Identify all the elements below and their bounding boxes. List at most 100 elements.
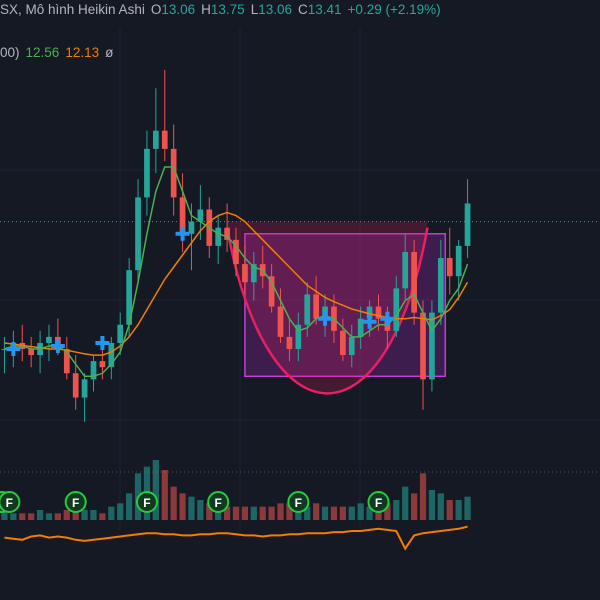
volume-bar xyxy=(10,513,17,520)
volume-bar xyxy=(1,510,8,520)
volume-bar xyxy=(464,496,471,520)
volume-bar xyxy=(206,503,213,520)
close-value: 13.41 xyxy=(307,2,342,17)
signal-marker xyxy=(362,314,377,329)
volume-bar xyxy=(295,506,302,520)
volume-bar xyxy=(241,506,249,520)
signal-marker xyxy=(95,335,110,350)
volume-bar xyxy=(250,506,257,520)
candle-body xyxy=(464,203,471,246)
candle-body xyxy=(215,227,222,246)
volume-bar xyxy=(366,506,373,520)
volume-bar xyxy=(126,493,133,520)
candle-body xyxy=(313,294,320,319)
high-label: H xyxy=(201,2,211,17)
candle-body xyxy=(366,306,373,319)
candle-body xyxy=(108,342,115,368)
candle-body xyxy=(402,251,409,289)
candle-body xyxy=(295,324,302,350)
event-marker xyxy=(135,491,158,513)
volume-bar xyxy=(348,506,355,520)
low-label: L xyxy=(250,2,259,17)
volume-bar xyxy=(54,513,62,520)
volume-bar xyxy=(393,500,400,520)
candle-body xyxy=(304,294,311,325)
low-value: 13.06 xyxy=(258,2,292,17)
volume-bar xyxy=(45,513,53,520)
volume-bar xyxy=(437,493,444,520)
volume-bar xyxy=(402,486,409,520)
ma-fast-value: 12.56 xyxy=(25,45,60,60)
volume-bar xyxy=(446,500,453,520)
volume-bar xyxy=(90,510,97,520)
volume-bar xyxy=(232,506,240,520)
candle-body xyxy=(99,361,106,368)
candle-body xyxy=(90,361,97,380)
candle-body xyxy=(135,197,141,271)
candle-body xyxy=(277,306,284,337)
candle-body xyxy=(1,349,8,351)
event-marker xyxy=(367,491,390,513)
volume-bar xyxy=(63,510,70,520)
ma-fast-line xyxy=(4,166,469,378)
event-marker xyxy=(64,491,87,513)
candle-body xyxy=(455,245,462,277)
cup-curve xyxy=(225,227,429,395)
volume-bar xyxy=(81,510,88,520)
event-marker xyxy=(0,491,21,513)
candle-body xyxy=(179,197,186,234)
oscillator-line xyxy=(4,525,468,551)
volume-bar xyxy=(36,510,44,520)
candle-body xyxy=(375,306,382,319)
volume-bar xyxy=(313,503,320,520)
volume-bar xyxy=(152,460,159,520)
volume-bar xyxy=(384,503,391,520)
candle-body xyxy=(233,239,239,265)
candle-body xyxy=(170,148,177,198)
close-label: C xyxy=(298,2,308,17)
volume-bar xyxy=(419,473,427,520)
volume-bar xyxy=(428,490,436,520)
ma-params: 00) xyxy=(0,45,20,60)
volume-bar xyxy=(321,506,329,520)
open-value: 13.06 xyxy=(161,2,196,17)
signal-marker xyxy=(175,226,190,241)
candle-body xyxy=(286,336,293,350)
symbol-title: SX, Mô hình Heikin Ashi xyxy=(0,2,145,17)
event-marker-label: F xyxy=(143,496,150,510)
volume-bar xyxy=(170,486,177,520)
event-marker-label: F xyxy=(375,496,382,510)
candle-body xyxy=(117,324,124,343)
candle-body xyxy=(348,336,355,356)
volume-bar xyxy=(223,506,231,520)
volume-bar xyxy=(339,506,346,520)
candle-body xyxy=(28,349,35,356)
volume-bar xyxy=(455,500,462,520)
signal-marker xyxy=(380,311,395,326)
event-marker xyxy=(207,491,230,513)
candle-body xyxy=(46,336,52,343)
candle-body xyxy=(152,130,159,149)
volume-bar xyxy=(330,506,338,520)
event-marker-label: F xyxy=(72,496,79,510)
candle-body xyxy=(411,251,417,313)
volume-bar xyxy=(268,506,275,520)
candle-body xyxy=(250,264,257,283)
candle-body xyxy=(429,312,435,380)
volume-bar xyxy=(197,500,204,520)
candle-body xyxy=(188,221,195,234)
high-value: 13.75 xyxy=(210,2,245,17)
volume-bar xyxy=(28,513,35,520)
volume-bar xyxy=(99,513,106,520)
volume-bar xyxy=(188,496,195,520)
volume-bar xyxy=(117,503,124,520)
ohlc-legend: SX, Mô hình Heikin Ashi O13.06 H13.75 L13.0… xyxy=(0,2,441,17)
candle-body xyxy=(197,209,204,222)
volume-bar xyxy=(259,506,266,520)
volume-bar xyxy=(375,506,382,520)
event-marker xyxy=(287,491,310,513)
candle-body xyxy=(63,349,70,374)
volume-bar xyxy=(410,493,418,520)
